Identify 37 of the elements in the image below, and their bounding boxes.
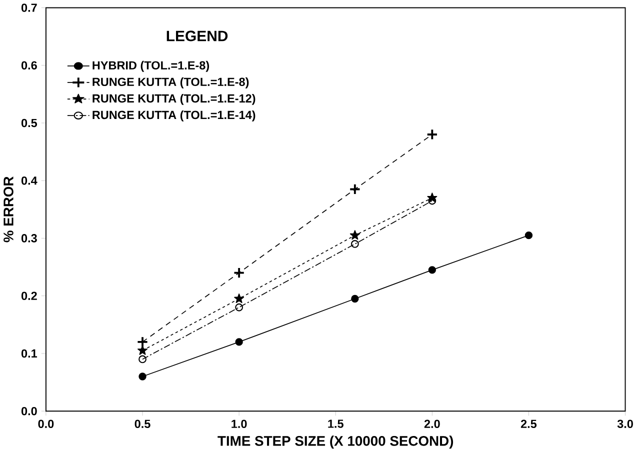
point [138,372,146,380]
point [351,294,359,302]
x-axis-title: TIME STEP SIZE (X 10000 SECOND) [218,436,454,449]
y-tick-label: 0.5 [21,118,38,128]
point [350,230,360,240]
x-tick-label: 1.5 [328,420,344,428]
point [426,128,438,140]
y-tick-label: 0.0 [21,406,37,416]
legend-title: LEGEND [166,30,228,42]
point [524,231,533,240]
y-tick-label: 0.4 [21,176,38,185]
x-tick-label: 2.0 [424,420,440,428]
y-tick-label: 0.3 [21,234,37,242]
y-tick-label: 0.1 [21,349,38,358]
y-tick-label: 0.7 [21,3,37,12]
x-tick-label: 3.0 [617,420,633,428]
point [349,183,361,195]
legend-label: RUNGE KUTTA (TOL.=1.E-12) [92,94,256,105]
point [234,293,244,303]
x-tick-label: 2.5 [520,420,537,428]
point [136,336,148,348]
point [428,266,436,274]
y-axis-title: % ERROR [4,176,14,242]
point [233,266,245,278]
x-tick-label: 0.5 [134,420,150,428]
point [138,345,148,355]
point [235,338,243,346]
legend-label: HYBRID (TOL.=1.E-8) [92,60,210,72]
x-tick-label: 1.0 [232,420,247,428]
point [350,240,359,248]
y-tick-label: 0.6 [21,61,37,70]
x-tick-label: 0.0 [38,420,54,428]
point [235,303,244,312]
y-tick-label: 0.2 [21,292,37,300]
point [138,355,146,364]
legend-label: RUNGE KUTTA (TOL.=1.E-14) [92,110,256,122]
legend-label: RUNGE KUTTA (TOL.=1.E-8) [92,77,249,88]
